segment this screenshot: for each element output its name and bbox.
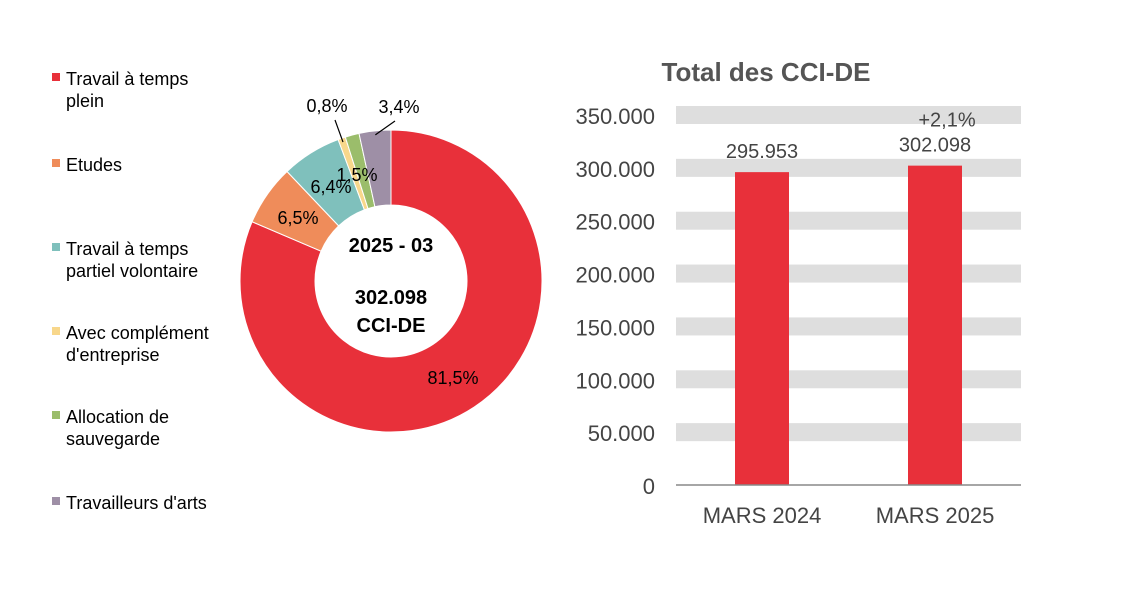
- legend-swatch: [52, 243, 60, 251]
- y-tick-label: 150.000: [575, 315, 655, 340]
- legend-label-line: plein: [66, 91, 105, 111]
- donut-center-period: 2025 - 03: [349, 235, 434, 257]
- donut-slice-travailleurs-d-arts: [358, 129, 392, 208]
- donut-center-unit: CCI-DE: [357, 315, 426, 337]
- donut-label-allocation-de-sauvegarde: 1,5%: [336, 165, 377, 185]
- bar-mars-2024: [735, 172, 789, 485]
- legend-label: Travail à temps plein: [66, 68, 241, 112]
- legend-item-avec-complement-d-entreprise: Avec complément d'entreprise: [52, 322, 241, 366]
- legend-swatch: [52, 327, 60, 335]
- gridline: [676, 423, 1021, 442]
- legend-label-line: Etudes: [66, 155, 123, 175]
- legend-item-travail-a-temps-partiel-volontaire: Travail à temps partiel volontaire: [52, 238, 241, 282]
- legend-label: Travail à temps partiel volontaire: [66, 238, 241, 282]
- donut-label-avec-complement-d-entreprise: 0,8%: [306, 96, 347, 116]
- donut-chart: 81,5% 6,5% 6,4% 0,8% 1,5% 3,4% 2025 - 03 302.09…: [239, 96, 543, 433]
- donut-label-travail-a-temps-partiel-volontaire: 6,4%: [310, 177, 351, 197]
- legend-label-line: Allocation de: [66, 407, 170, 427]
- legend-label-line: Travail à temps: [66, 239, 189, 259]
- legend-label-line: partiel volontaire: [66, 261, 199, 281]
- y-tick-label: 0: [643, 474, 655, 499]
- y-tick-label: 200.000: [575, 263, 655, 288]
- legend-item-travail-a-temps-plein: Travail à temps plein: [52, 68, 241, 112]
- gridline: [676, 211, 1021, 230]
- legend-swatch: [52, 159, 60, 167]
- pie-legend: Travail à temps plein Etudes Travail à temp…: [0, 0, 240, 602]
- gridline: [676, 106, 1021, 124]
- legend-label-line: sauvegarde: [66, 429, 161, 449]
- legend-label-line: Travail à temps: [66, 69, 189, 89]
- bar-change-annotation: +2,1%: [918, 110, 975, 132]
- gridline: [676, 317, 1021, 336]
- legend-item-travailleurs-d-arts: Travailleurs d'arts: [52, 492, 241, 514]
- x-tick-label: MARS 2025: [876, 503, 995, 528]
- donut-label-travail-a-temps-plein: 81,5%: [427, 368, 478, 388]
- donut-label-etudes: 6,5%: [277, 208, 318, 228]
- legend-swatch: [52, 497, 60, 505]
- bar-value-label: 302.098: [899, 135, 971, 157]
- legend-label: Travailleurs d'arts: [66, 492, 241, 514]
- donut-center-total: 302.098: [355, 287, 427, 309]
- gridline: [676, 264, 1021, 283]
- legend-label-line: Travailleurs d'arts: [66, 493, 207, 513]
- y-tick-label: 300.000: [575, 157, 655, 182]
- donut-slice-travail-a-temps-plein: [239, 129, 543, 433]
- legend-label-line: d'entreprise: [66, 345, 160, 365]
- bar-chart-title: Total des CCI-DE: [662, 57, 871, 87]
- legend-label: Avec complément d'entreprise: [66, 322, 241, 366]
- bar-mars-2025: [908, 165, 962, 485]
- leader-line: [334, 119, 344, 143]
- legend-item-etudes: Etudes: [52, 154, 241, 176]
- bar-value-label: 295.953: [726, 141, 798, 163]
- y-tick-label: 100.000: [575, 368, 655, 393]
- gridline: [676, 370, 1021, 389]
- y-tick-label: 50.000: [588, 421, 655, 446]
- legend-item-allocation-de-sauvegarde: Allocation de sauvegarde: [52, 406, 241, 450]
- legend-swatch: [52, 411, 60, 419]
- legend-label-line: Avec complément: [66, 323, 209, 343]
- legend-label: Etudes: [66, 154, 241, 176]
- legend-swatch: [52, 73, 60, 81]
- leader-line: [374, 120, 396, 136]
- x-tick-label: MARS 2024: [703, 503, 822, 528]
- y-tick-label: 350.000: [575, 104, 655, 129]
- y-tick-label: 250.000: [575, 210, 655, 235]
- legend-label: Allocation de sauvegarde: [66, 406, 241, 450]
- donut-label-travailleurs-d-arts: 3,4%: [378, 97, 419, 117]
